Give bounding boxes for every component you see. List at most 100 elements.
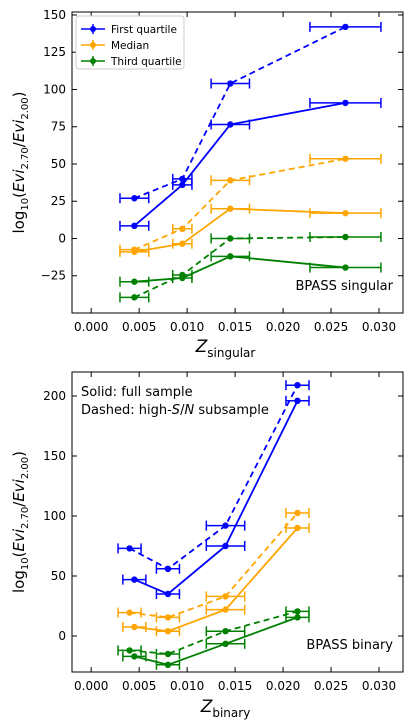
x-tick-label: 0.015 — [218, 679, 252, 693]
y-label-open: ( — [10, 552, 28, 558]
data-point — [222, 593, 229, 600]
data-point — [342, 209, 349, 217]
y-label-close: ) — [10, 92, 28, 98]
data-point — [294, 608, 301, 615]
y-tick-label: 75 — [51, 120, 66, 134]
y-label-den: Evi — [10, 478, 28, 501]
data-point — [131, 294, 138, 301]
series-line — [134, 26, 346, 200]
note-dashed-suffix: subsample — [194, 403, 269, 418]
x-tick-label: 0.005 — [122, 320, 156, 334]
data-point — [164, 628, 172, 635]
series-median-dashed — [119, 153, 382, 255]
series-median-solid — [119, 203, 382, 257]
y-label-base: log — [10, 570, 28, 593]
y-label-den-sub: 2.00 — [20, 97, 31, 119]
series-line — [133, 236, 346, 299]
note-dashed: Dashed: high-S/N subsample — [81, 403, 269, 418]
series-line — [134, 527, 299, 633]
data-point — [179, 181, 186, 189]
x-tick-label: 0.020 — [266, 320, 300, 334]
data-point — [131, 653, 138, 660]
panel-2: 0.000 0.005 0.010 0.015 0.020 0.025 0.030 0 50 10… — [10, 371, 404, 720]
data-point — [294, 524, 301, 532]
data-point — [131, 576, 138, 583]
legend-marker-point — [90, 58, 96, 64]
data-point — [294, 614, 301, 621]
y-tick-label: 150 — [43, 449, 66, 463]
y-label-base-sub: 10 — [20, 198, 31, 211]
data-point — [294, 397, 301, 404]
data-point — [227, 253, 234, 260]
plot-frame — [71, 371, 404, 673]
legend: First quartile Median Third quartile — [75, 15, 185, 70]
x-tick-label: 0.000 — [74, 320, 108, 334]
series-first-quartile-solid — [119, 97, 382, 231]
data-point — [179, 271, 186, 279]
series-line — [134, 207, 346, 253]
series-line — [134, 400, 299, 596]
data-point — [222, 522, 229, 529]
series-third-quartile-solid — [122, 612, 310, 670]
data-point — [164, 590, 172, 598]
data-point — [131, 278, 138, 285]
legend-marker-point — [90, 26, 96, 32]
legend-label: Third quartile — [110, 56, 182, 68]
legend-marker-point — [90, 42, 96, 48]
x-tick-label: 0.010 — [170, 320, 204, 334]
y-label-num-sub: 2.70 — [20, 507, 31, 529]
x-label-sub: singular — [207, 346, 255, 360]
series-line — [133, 102, 346, 227]
series-first-quartile-solid — [122, 395, 310, 599]
data-point — [131, 222, 138, 230]
data-point — [164, 614, 172, 621]
data-point — [126, 609, 133, 616]
note-dashed-s: S — [172, 403, 180, 418]
series-line — [134, 255, 346, 283]
y-label-base: log — [10, 211, 28, 234]
series-line — [129, 512, 299, 619]
x-tick-label: 0.015 — [218, 320, 252, 334]
y-tick-label: 150 — [43, 8, 66, 22]
x-tick-label: 0.005 — [122, 679, 156, 693]
data-point — [222, 606, 229, 613]
y-tick-label: 25 — [51, 194, 66, 208]
y-label-base-sub: 10 — [20, 557, 31, 570]
data-point — [294, 382, 301, 389]
note-dashed-prefix: Dashed: high- — [81, 403, 172, 418]
data-point — [227, 205, 234, 212]
data-point — [227, 121, 234, 128]
data-point — [342, 23, 349, 31]
data-point — [342, 99, 349, 107]
x-tick-label: 0.020 — [266, 679, 300, 693]
series-third-quartile-dashed — [117, 606, 310, 659]
x-tick-label: 0.000 — [74, 679, 108, 693]
y-label-num: Evi — [10, 169, 28, 192]
series-line — [129, 384, 299, 570]
x-tick-label: 0.010 — [170, 679, 204, 693]
y-tick-label: 100 — [43, 82, 66, 96]
data-point — [126, 545, 133, 552]
y-label-num-sub: 2.70 — [20, 147, 31, 169]
series-median-solid — [122, 523, 310, 637]
data-point — [131, 623, 138, 631]
series-line — [134, 616, 298, 666]
data-point — [227, 80, 234, 87]
note-dashed-n: N — [184, 403, 194, 418]
data-point — [294, 509, 301, 517]
data-point — [342, 155, 349, 162]
data-point — [131, 246, 138, 253]
y-label-close: ) — [10, 451, 28, 457]
series-third-quartile-dashed — [119, 232, 382, 303]
y-label-num: Evi — [10, 528, 28, 551]
y-tick-label: 50 — [51, 157, 66, 171]
series-line — [134, 157, 346, 251]
data-point — [126, 647, 133, 654]
x-label-main: Z — [195, 337, 208, 357]
x-label-sub: binary — [212, 706, 250, 720]
data-point — [222, 628, 229, 635]
data-point — [227, 177, 234, 184]
y-tick-label: 200 — [43, 389, 66, 403]
data-point — [342, 233, 349, 241]
